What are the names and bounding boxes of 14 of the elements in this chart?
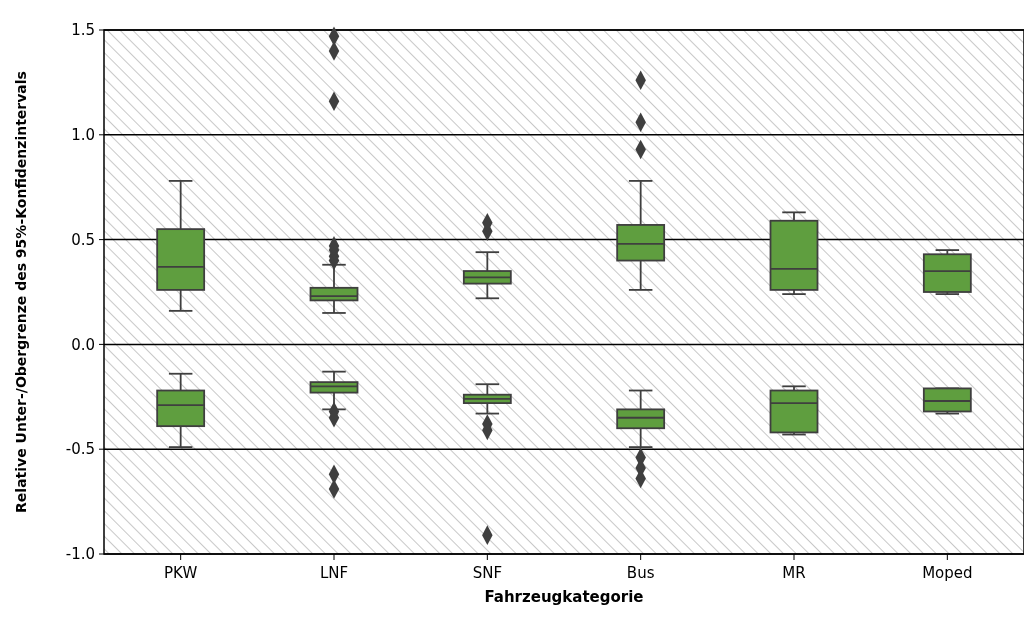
x-tick-label: Bus <box>626 564 655 582</box>
x-tick-label: MR <box>782 564 806 582</box>
y-tick-label: -1.0 <box>65 545 95 564</box>
x-axis-title: Fahrzeugkategorie <box>484 588 644 606</box>
x-tick-label: PKW <box>164 564 198 582</box>
x-tick-label: Moped <box>922 564 973 582</box>
y-tick-label: 1.0 <box>71 126 95 145</box>
y-axis-title: Relative Unter-/Obergrenze des 95%-Konfidenzintervals <box>13 71 29 513</box>
x-tick-label: LNF <box>319 564 349 582</box>
x-tick-label: SNF <box>472 564 503 582</box>
y-tick-label: -0.5 <box>65 440 95 459</box>
y-tick-label: 0.0 <box>71 335 95 354</box>
y-tick-label: 1.5 <box>71 21 95 40</box>
y-tick-label: 0.5 <box>71 230 95 249</box>
